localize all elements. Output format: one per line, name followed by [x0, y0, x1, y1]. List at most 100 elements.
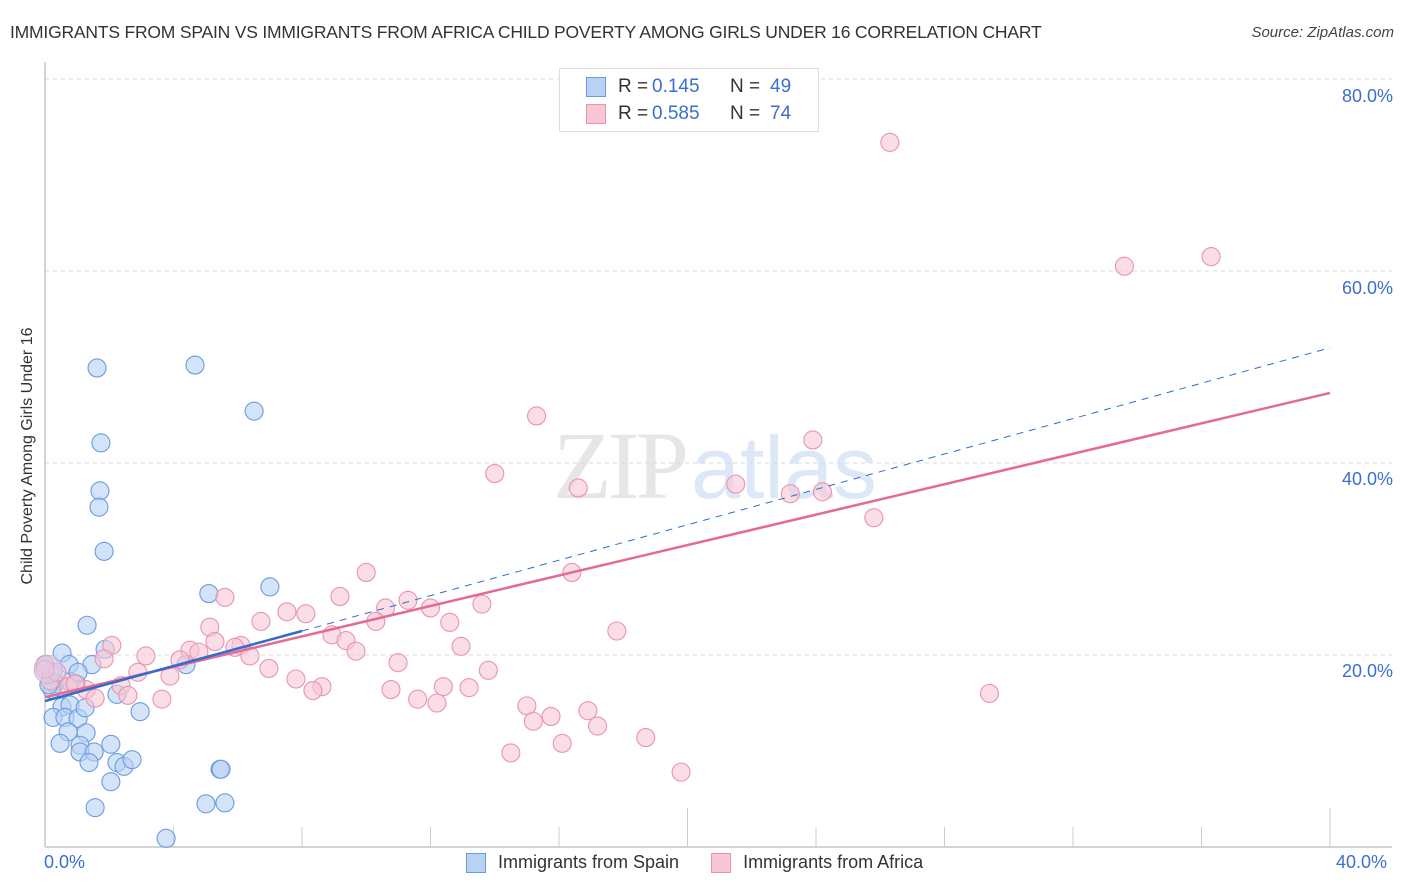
- gridlines: [45, 78, 1392, 656]
- data-point: [485, 464, 505, 484]
- data-point: [1114, 256, 1134, 276]
- spain-trend-line: [44, 629, 303, 703]
- n-value-africa: 74: [770, 103, 792, 124]
- data-point: [205, 632, 225, 652]
- data-point: [864, 508, 884, 528]
- data-point: [501, 743, 521, 763]
- series-africa-points: [33, 132, 1221, 782]
- data-point: [260, 577, 280, 597]
- data-point: [211, 759, 231, 779]
- data-point: [607, 621, 627, 641]
- data-point: [1201, 247, 1221, 267]
- data-point: [85, 798, 105, 818]
- x-tick-0: 0.0%: [44, 852, 86, 872]
- data-point: [578, 701, 598, 721]
- n-value-spain: 49: [770, 76, 792, 97]
- data-point: [472, 594, 492, 614]
- data-point: [79, 752, 99, 773]
- x-tick-40: 40.0%: [1336, 852, 1388, 872]
- data-point: [296, 604, 316, 624]
- data-point: [812, 482, 832, 502]
- cluster-point: [33, 654, 63, 684]
- y-tick-40: 40.0%: [1341, 469, 1393, 489]
- series-spain-points: [35, 355, 280, 848]
- data-point: [251, 611, 271, 631]
- data-point: [303, 680, 323, 701]
- data-point: [94, 649, 114, 669]
- data-point: [356, 562, 376, 582]
- data-point: [85, 688, 105, 708]
- data-point: [671, 762, 691, 782]
- data-point: [636, 728, 656, 748]
- data-point: [459, 678, 479, 698]
- data-point: [440, 612, 460, 632]
- data-point: [451, 636, 471, 656]
- y-tick-60: 60.0%: [1341, 278, 1393, 298]
- data-point: [136, 646, 156, 666]
- data-point: [587, 716, 608, 736]
- spain-swatch-icon: [466, 852, 486, 873]
- data-point: [381, 680, 401, 700]
- r-label: R =: [618, 76, 649, 97]
- data-point: [526, 406, 547, 426]
- data-point: [90, 481, 110, 501]
- y-tick-80: 80.0%: [1341, 86, 1393, 106]
- data-point: [156, 828, 176, 848]
- data-point: [979, 683, 1000, 703]
- data-point: [408, 689, 428, 709]
- data-point: [94, 541, 114, 561]
- data-point: [130, 702, 150, 722]
- n-label: N =: [730, 76, 761, 97]
- r-value-africa: 0.585: [652, 103, 700, 124]
- data-point: [152, 689, 172, 709]
- data-point: [101, 734, 121, 754]
- data-point: [91, 433, 111, 453]
- data-point: [803, 430, 823, 450]
- data-point: [50, 733, 70, 753]
- data-point: [259, 658, 279, 678]
- source-label: Source: ZipAtlas.com: [1251, 24, 1394, 41]
- data-point: [240, 646, 260, 666]
- spain-trend-extension: [301, 347, 1331, 632]
- data-point: [568, 478, 588, 498]
- africa-swatch-icon: [711, 852, 732, 873]
- data-point: [101, 772, 121, 792]
- legend-row-africa: R = 0.585 N = 74: [586, 102, 791, 126]
- data-point: [388, 653, 408, 673]
- legend-row-spain: R = 0.145 N = 49: [586, 75, 791, 99]
- legend-item-spain[interactable]: Immigrants from Spain: [466, 852, 679, 873]
- africa-trend-line: [44, 391, 1331, 699]
- data-point: [427, 693, 447, 713]
- legend-label-africa: Immigrants from Africa: [743, 852, 924, 872]
- y-tick-20: 20.0%: [1341, 661, 1393, 681]
- data-point: [726, 474, 746, 494]
- data-point: [87, 358, 107, 378]
- axes: [44, 62, 1392, 848]
- data-point: [398, 590, 418, 610]
- data-point: [196, 794, 216, 814]
- data-point: [433, 677, 453, 697]
- data-point: [277, 602, 297, 622]
- data-point: [478, 660, 498, 680]
- data-point: [880, 132, 900, 152]
- data-point: [780, 484, 800, 504]
- data-point: [552, 733, 572, 753]
- correlation-legend: R = 0.145 N = 49 R = 0.585 N = 74: [559, 68, 819, 132]
- chart-title: IMMIGRANTS FROM SPAIN VS IMMIGRANTS FROM…: [10, 22, 1042, 42]
- data-point: [215, 587, 235, 607]
- r-label: R =: [618, 103, 649, 124]
- data-point: [523, 711, 543, 731]
- data-point: [346, 641, 366, 661]
- data-point: [199, 584, 219, 604]
- spain-swatch-icon: [586, 77, 606, 97]
- legend-item-africa[interactable]: Immigrants from Africa: [711, 852, 923, 873]
- data-point: [215, 793, 235, 813]
- legend-label-spain: Immigrants from Spain: [498, 852, 680, 872]
- data-point: [185, 355, 205, 375]
- data-point: [122, 750, 142, 770]
- data-point: [541, 706, 561, 726]
- data-point: [118, 685, 138, 705]
- data-point: [244, 401, 264, 421]
- data-point: [330, 586, 350, 606]
